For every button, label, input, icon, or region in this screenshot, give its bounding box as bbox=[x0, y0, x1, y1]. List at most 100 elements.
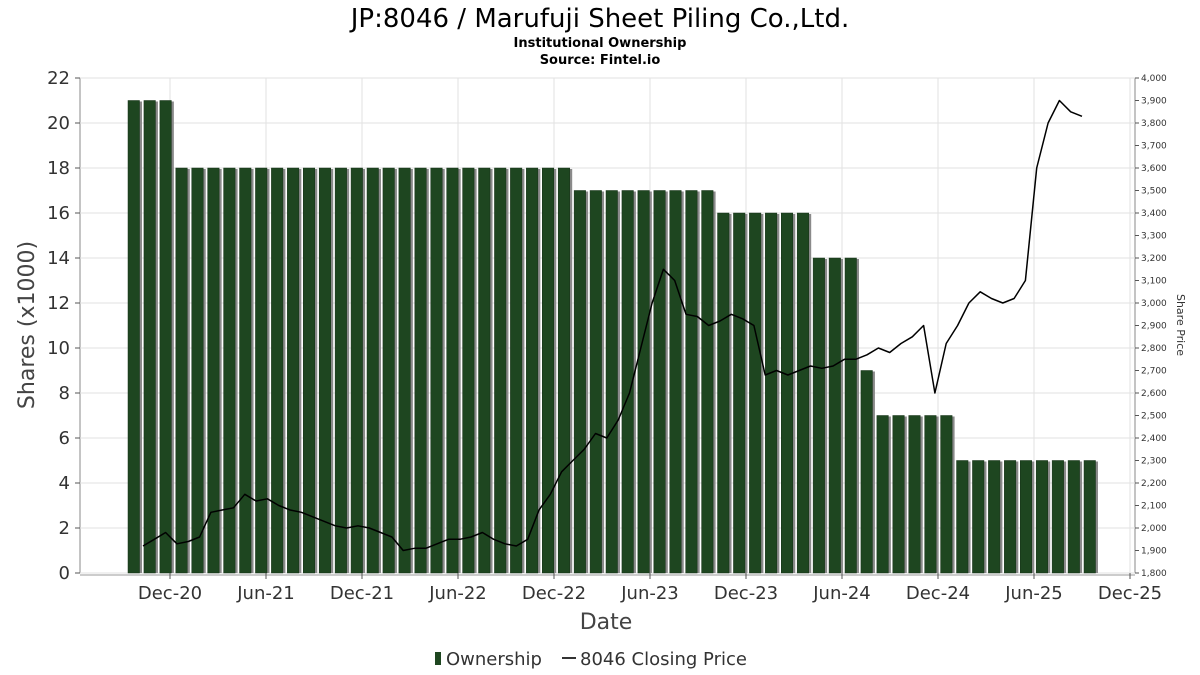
ownership-bar bbox=[940, 415, 953, 574]
right-tick-label: 3,500 bbox=[1141, 187, 1167, 197]
ownership-bar bbox=[557, 167, 570, 574]
ownership-bar bbox=[733, 212, 746, 574]
left-tick-label: 2 bbox=[59, 518, 70, 539]
ownership-bar bbox=[892, 415, 905, 574]
right-tick-label: 1,900 bbox=[1141, 547, 1167, 557]
left-tick-label: 22 bbox=[47, 68, 70, 89]
ownership-bar bbox=[318, 167, 331, 574]
ownership-bar bbox=[972, 460, 985, 574]
ownership-bar bbox=[876, 415, 889, 574]
ownership-bar bbox=[334, 167, 347, 574]
ownership-bar bbox=[1083, 460, 1096, 574]
ownership-bar bbox=[191, 167, 204, 574]
ownership-bar bbox=[143, 100, 156, 574]
ownership-bar bbox=[605, 190, 618, 574]
left-tick-label: 4 bbox=[59, 473, 70, 494]
left-tick-label: 6 bbox=[59, 428, 70, 449]
price-line-group bbox=[142, 99, 1083, 552]
ownership-bar bbox=[908, 415, 921, 574]
price-line bbox=[142, 99, 1083, 552]
right-tick-label: 2,000 bbox=[1141, 524, 1167, 534]
ownership-bar bbox=[446, 167, 459, 574]
right-tick-label: 3,800 bbox=[1141, 119, 1167, 129]
chart-title: JP:8046 / Marufuji Sheet Piling Co.,Ltd. bbox=[349, 4, 849, 34]
ownership-bar bbox=[828, 257, 841, 574]
ownership-bar bbox=[207, 167, 220, 574]
chart-source: Source: Fintel.io bbox=[540, 53, 661, 68]
ownership-bars bbox=[127, 100, 1098, 574]
right-tick-label: 2,600 bbox=[1141, 389, 1167, 399]
right-tick-label: 2,500 bbox=[1141, 412, 1167, 422]
ownership-bar bbox=[271, 167, 284, 574]
right-tick-label: 2,100 bbox=[1141, 502, 1167, 512]
ownership-bar bbox=[430, 167, 443, 574]
right-tick-label: 3,200 bbox=[1141, 254, 1167, 264]
ownership-bar bbox=[494, 167, 507, 574]
right-tick-label: 3,300 bbox=[1141, 232, 1167, 242]
legend-ownership-swatch bbox=[435, 652, 441, 665]
ownership-bar bbox=[366, 167, 379, 574]
ownership-bar bbox=[239, 167, 252, 574]
x-axis-label: Date bbox=[580, 610, 633, 635]
ownership-bar bbox=[127, 100, 140, 574]
x-tick-label: Dec-21 bbox=[330, 583, 394, 604]
ownership-bar bbox=[526, 167, 539, 574]
left-tick-label: 12 bbox=[47, 293, 70, 314]
x-tick-label: Dec-25 bbox=[1098, 583, 1162, 604]
y-axis-label: Shares (x1000) bbox=[15, 241, 40, 409]
ownership-bar bbox=[717, 212, 730, 574]
x-tick-label: Jun-24 bbox=[812, 583, 871, 604]
left-tick-label: 18 bbox=[47, 158, 70, 179]
chart-subtitle: Institutional Ownership bbox=[514, 36, 687, 51]
ownership-bar bbox=[765, 212, 778, 574]
ownership-bar bbox=[621, 190, 634, 574]
right-tick-label: 2,400 bbox=[1141, 434, 1167, 444]
ownership-bar bbox=[1020, 460, 1033, 574]
x-tick-label: Dec-20 bbox=[138, 583, 202, 604]
left-tick-label: 10 bbox=[47, 338, 70, 359]
x-tick-label: Dec-24 bbox=[906, 583, 970, 604]
ownership-bar bbox=[1067, 460, 1080, 574]
x-tick-label: Dec-22 bbox=[522, 583, 586, 604]
ownership-bar bbox=[860, 370, 873, 574]
right-tick-label: 1,800 bbox=[1141, 569, 1167, 579]
ownership-bar bbox=[589, 190, 602, 574]
ownership-bar bbox=[303, 167, 316, 574]
right-tick-label: 2,700 bbox=[1141, 367, 1167, 377]
ownership-bar bbox=[382, 167, 395, 574]
x-axis-ticks: Dec-20 Jun-21 Dec-21 Jun-22 Dec-22 Jun-23 Dec-… bbox=[80, 573, 1162, 604]
x-tick-label: Jun-21 bbox=[236, 583, 295, 604]
ownership-bar bbox=[478, 167, 491, 574]
right-tick-label: 2,900 bbox=[1141, 322, 1167, 332]
x-tick-label: Jun-25 bbox=[1004, 583, 1063, 604]
ownership-bar bbox=[462, 167, 475, 574]
y2-axis-label: Share Price bbox=[1174, 294, 1187, 356]
ownership-bar bbox=[350, 167, 363, 574]
left-tick-label: 8 bbox=[59, 383, 70, 404]
right-axis-ticks: 1,800 1,900 2,000 2,100 2,200 2,300 2,400 2,500… bbox=[1135, 74, 1167, 579]
x-tick-label: Jun-23 bbox=[620, 583, 679, 604]
ownership-bar bbox=[988, 460, 1001, 574]
right-tick-label: 3,000 bbox=[1141, 299, 1167, 309]
ownership-bar bbox=[749, 212, 762, 574]
ownership-bar bbox=[414, 167, 427, 574]
right-tick-label: 3,700 bbox=[1141, 142, 1167, 152]
left-tick-label: 16 bbox=[47, 203, 70, 224]
ownership-bar bbox=[255, 167, 268, 574]
right-tick-label: 2,300 bbox=[1141, 457, 1167, 467]
x-tick-label: Dec-23 bbox=[714, 583, 778, 604]
right-tick-label: 3,400 bbox=[1141, 209, 1167, 219]
ownership-bar bbox=[924, 415, 937, 574]
ownership-bar bbox=[1051, 460, 1064, 574]
ownership-bar bbox=[637, 190, 650, 574]
ownership-bar bbox=[653, 190, 666, 574]
ownership-bar bbox=[510, 167, 523, 574]
ownership-bar bbox=[1035, 460, 1048, 574]
ownership-bar bbox=[669, 190, 682, 574]
ownership-bar bbox=[175, 167, 188, 574]
ownership-bar bbox=[542, 167, 555, 574]
ownership-bar bbox=[796, 212, 809, 574]
ownership-bar bbox=[844, 257, 857, 574]
